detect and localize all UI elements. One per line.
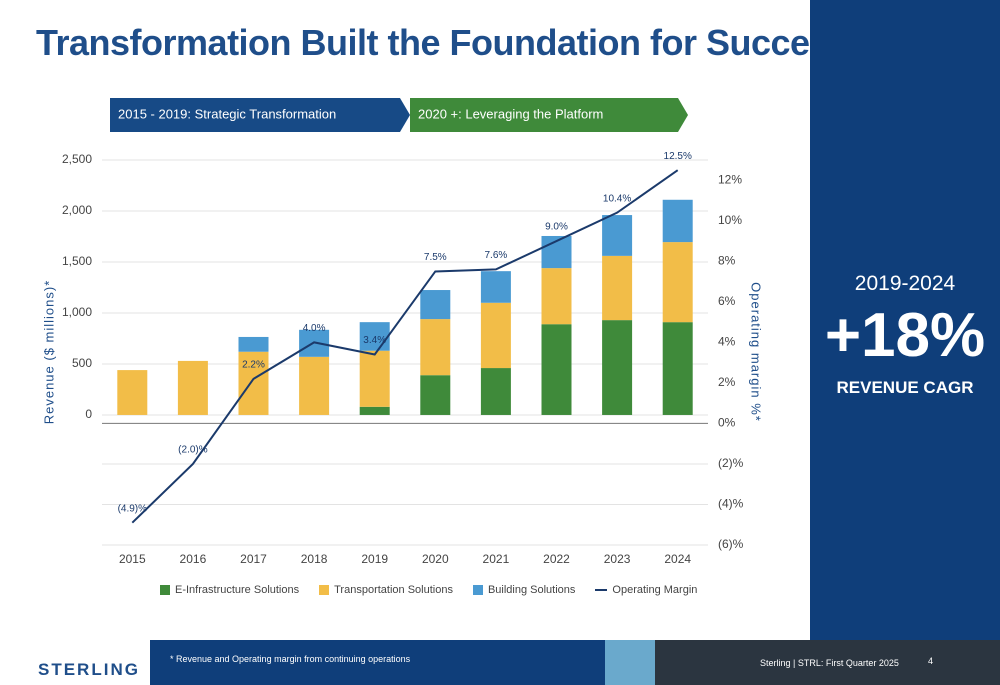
y2-tick-label: 4% bbox=[718, 335, 736, 349]
bar-segment bbox=[420, 319, 451, 376]
bar-segment bbox=[299, 356, 330, 415]
bar-segment bbox=[662, 242, 693, 323]
side-caption: REVENUE CAGR bbox=[836, 378, 974, 397]
y2-tick-label: 10% bbox=[718, 213, 742, 227]
y2-tick-label: (4)% bbox=[718, 497, 744, 511]
data-label: 7.6% bbox=[485, 250, 508, 261]
y2-tick-label: (2)% bbox=[718, 456, 744, 470]
bar-segment bbox=[238, 336, 269, 352]
bar-segment bbox=[662, 199, 693, 243]
legend: E-Infrastructure Solutions Transportation… bbox=[160, 584, 697, 596]
x-tick-label: 2015 bbox=[119, 552, 146, 566]
footer-accent bbox=[605, 640, 655, 685]
data-label: 10.4% bbox=[603, 193, 631, 204]
page-number: 4 bbox=[928, 656, 934, 666]
margin-line bbox=[131, 169, 679, 524]
y2-tick-label: 8% bbox=[718, 253, 736, 267]
legend-label: E-Infrastructure Solutions bbox=[175, 584, 300, 596]
bar-segment bbox=[602, 255, 633, 321]
data-label: 4.0% bbox=[303, 323, 326, 334]
legend-label: Operating Margin bbox=[612, 584, 698, 596]
legend-item: E-Infrastructure Solutions bbox=[160, 584, 299, 596]
side-period: 2019-2024 bbox=[854, 272, 956, 295]
y-tick-label: 0 bbox=[85, 407, 92, 421]
phase-arrow bbox=[410, 98, 688, 132]
phase-label: 2020 +: Leveraging the Platform bbox=[418, 106, 603, 121]
data-label: 12.5% bbox=[664, 151, 692, 162]
bar-segment bbox=[359, 322, 390, 351]
x-tick-label: 2017 bbox=[240, 552, 267, 566]
footnote: * Revenue and Operating margin from cont… bbox=[170, 654, 411, 664]
y-tick-label: 1,000 bbox=[62, 305, 92, 319]
footer-source: Sterling | STRL: First Quarter 2025 bbox=[760, 658, 899, 668]
phase-arrow bbox=[110, 98, 410, 132]
chart: 2015 - 2019: Strategic Transformation 20… bbox=[41, 98, 764, 566]
x-tick-label: 2022 bbox=[543, 552, 570, 566]
x-tick-label: 2021 bbox=[483, 552, 510, 566]
y2-tick-label: 12% bbox=[718, 172, 742, 186]
data-label: 3.4% bbox=[363, 335, 386, 346]
legend-swatch bbox=[319, 585, 330, 595]
title: Transformation Built the Foundation for … bbox=[36, 22, 849, 63]
x-tick-label: 2018 bbox=[301, 552, 328, 566]
y2-tick-label: 6% bbox=[718, 294, 736, 308]
bar-segment bbox=[359, 350, 390, 407]
y2-axis-title: Operating margin %* bbox=[749, 282, 764, 422]
footer-band: * Revenue and Operating margin from cont… bbox=[150, 640, 605, 685]
data-label: 9.0% bbox=[545, 222, 568, 233]
y-axis-title: Revenue ($ millions)* bbox=[41, 280, 56, 425]
bar-segment bbox=[480, 271, 511, 303]
y-tick-label: 2,000 bbox=[62, 203, 92, 217]
bar-segment bbox=[238, 351, 269, 415]
data-label: 2.2% bbox=[242, 359, 265, 370]
phase-label: 2015 - 2019: Strategic Transformation bbox=[118, 106, 336, 121]
data-label: (4.9)% bbox=[118, 503, 148, 514]
legend-swatch bbox=[160, 585, 170, 595]
x-tick-label: 2019 bbox=[361, 552, 388, 566]
x-tick-label: 2023 bbox=[604, 552, 631, 566]
data-label: 7.5% bbox=[424, 252, 447, 263]
bar-segment bbox=[662, 322, 693, 415]
y-tick-label: 1,500 bbox=[62, 254, 92, 268]
legend-item: Transportation Solutions bbox=[319, 584, 453, 596]
bar-segment bbox=[602, 320, 633, 415]
bar-segment bbox=[541, 324, 572, 415]
bar-segment bbox=[420, 375, 451, 415]
bar-segment bbox=[420, 290, 451, 320]
bar-segment bbox=[117, 370, 148, 415]
y2-tick-label: 0% bbox=[718, 416, 736, 430]
bar-segment bbox=[602, 215, 633, 256]
side-value: +18% bbox=[824, 301, 986, 370]
legend-item: Building Solutions bbox=[472, 584, 576, 596]
y-tick-label: 500 bbox=[72, 356, 92, 370]
y-tick-label: 2,500 bbox=[62, 152, 92, 166]
y2-tick-label: 2% bbox=[718, 375, 736, 389]
legend-item: Operating Margin bbox=[595, 584, 697, 596]
bar-segment bbox=[541, 268, 572, 325]
footer-right: Sterling | STRL: First Quarter 2025 4 bbox=[655, 640, 1000, 685]
bar-segment bbox=[480, 302, 511, 369]
logo: STERLING bbox=[38, 660, 140, 679]
bar-segment bbox=[359, 406, 390, 415]
legend-label: Building Solutions bbox=[487, 584, 576, 596]
legend-label: Transportation Solutions bbox=[334, 584, 453, 596]
bar-segment bbox=[177, 360, 208, 415]
x-tick-label: 2024 bbox=[664, 552, 691, 566]
bar-segment bbox=[480, 368, 511, 415]
logo-area: STERLING bbox=[0, 640, 150, 685]
x-tick-label: 2016 bbox=[180, 552, 207, 566]
data-label: (2.0)% bbox=[178, 445, 208, 456]
legend-swatch bbox=[595, 589, 608, 591]
legend-swatch bbox=[472, 585, 483, 595]
side-panel: 2019-2024 +18% REVENUE CAGR bbox=[810, 0, 1000, 640]
y2-tick-label: (6)% bbox=[718, 537, 744, 551]
x-tick-label: 2020 bbox=[422, 552, 449, 566]
